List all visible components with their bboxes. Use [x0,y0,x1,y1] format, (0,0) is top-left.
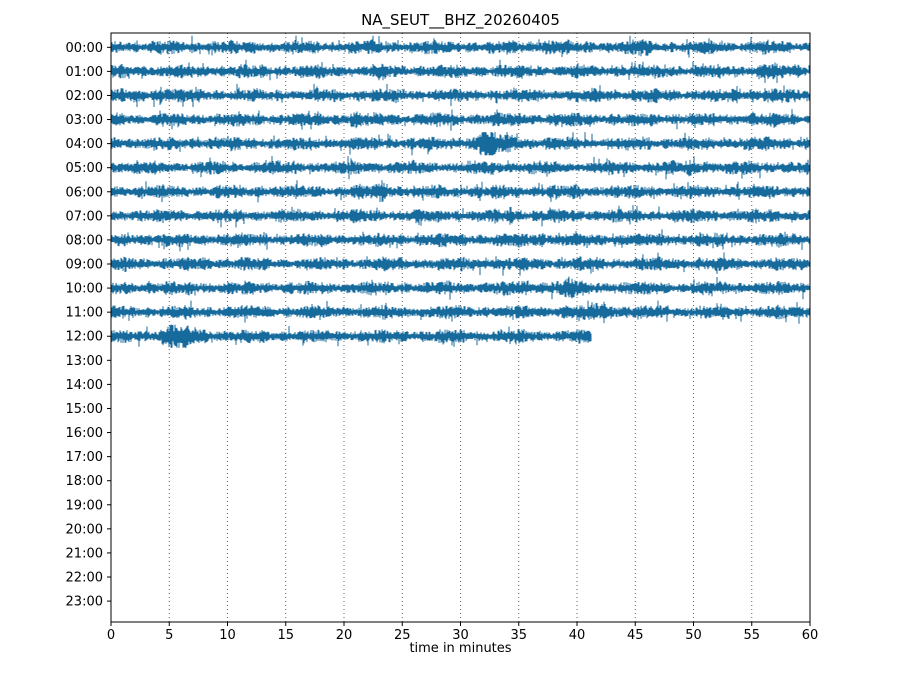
y-tick-label: 19:00 [66,498,103,513]
x-tick-label: 45 [627,628,644,643]
y-tick-label: 12:00 [66,330,103,345]
x-tick-label: 15 [277,628,294,643]
y-axis-ticks: 00:00 01:00 02:00 03:00 04:00 05:00 06:00 07:00… [66,41,111,610]
y-tick-label: 01:00 [66,65,103,80]
y-tick-label: 10:00 [66,282,103,297]
y-tick-label: 21:00 [66,546,103,561]
trace-row-0200 [110,83,811,107]
x-tick-label: 50 [685,628,702,643]
trace-row-1100 [110,300,811,324]
trace-row-0800 [110,229,811,252]
trace-row-0900 [110,252,811,276]
y-tick-label: 23:00 [66,595,103,610]
waveform-traces [110,35,811,348]
x-tick-label: 5 [165,628,173,643]
x-tick-label: 35 [510,628,527,643]
y-tick-label: 15:00 [66,402,103,417]
x-tick-label: 60 [802,628,819,643]
trace-row-0700 [110,205,811,228]
chart-title: NA_SEUT__BHZ_20260405 [361,11,560,30]
y-tick-label: 20:00 [66,522,103,537]
x-tick-label: 30 [452,628,469,643]
y-tick-label: 00:00 [66,41,103,56]
y-tick-label: 02:00 [66,89,103,104]
x-tick-label: 55 [743,628,760,643]
y-tick-label: 09:00 [66,258,103,273]
y-tick-label: 08:00 [66,233,103,248]
x-tick-label: 0 [107,628,115,643]
x-tick-label: 40 [569,628,586,643]
trace-row-0100 [110,59,811,83]
y-tick-label: 17:00 [66,450,103,465]
y-tick-label: 05:00 [66,161,103,176]
y-tick-label: 07:00 [66,209,103,224]
x-tick-label: 10 [219,628,236,643]
x-tick-label: 20 [336,628,353,643]
y-tick-label: 22:00 [66,571,103,586]
y-tick-label: 11:00 [66,306,103,321]
trace-row-0400 [110,132,811,156]
y-tick-label: 13:00 [66,354,103,369]
trace-row-0000 [110,35,811,58]
trace-row-1200 [110,324,592,348]
y-tick-label: 16:00 [66,426,103,441]
trace-row-0300 [110,109,811,131]
trace-row-0600 [110,180,811,203]
y-tick-label: 18:00 [66,474,103,489]
trace-row-1000 [110,276,811,300]
trace-row-0500 [110,156,811,180]
y-tick-label: 03:00 [66,113,103,128]
y-tick-label: 04:00 [66,137,103,152]
x-axis-ticks: 0 5 10 15 20 25 30 35 40 45 50 55 60 [107,622,818,643]
y-tick-label: 06:00 [66,185,103,200]
x-axis-label: time in minutes [409,641,511,656]
x-tick-label: 25 [394,628,411,643]
y-tick-label: 14:00 [66,378,103,393]
